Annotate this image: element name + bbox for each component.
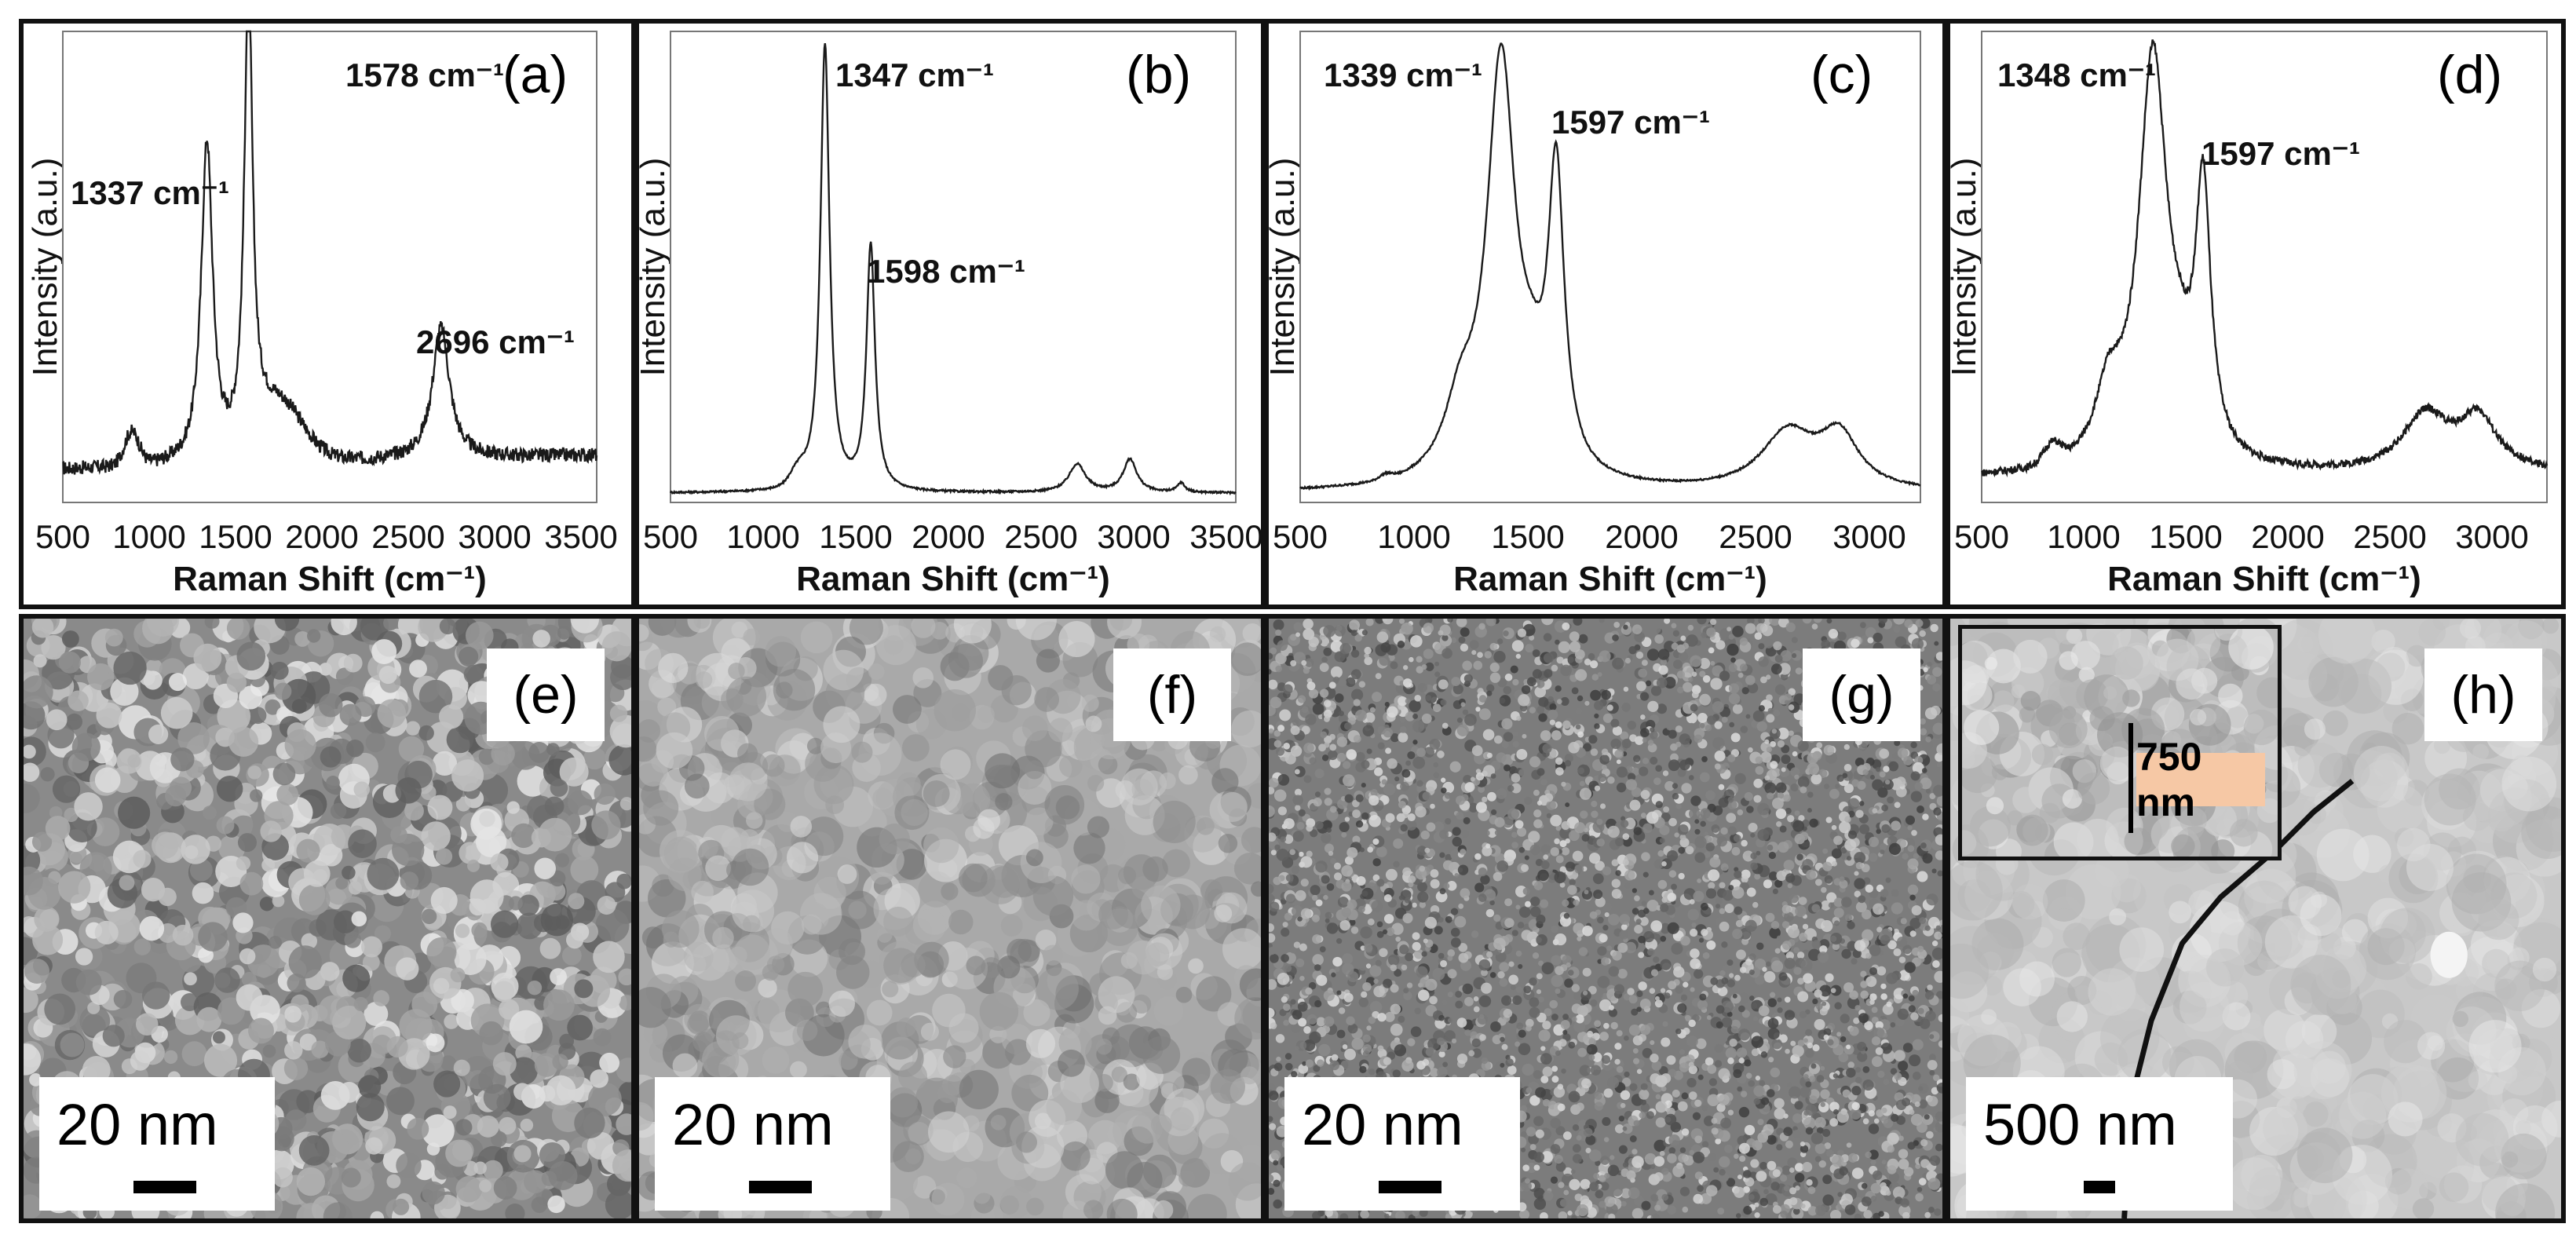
x-tick-label: 2500 [371,518,444,555]
peak-label: 1598 cm⁻¹ [867,253,1025,290]
sem-panel-g: (g) 20 nm [1264,614,1947,1223]
x-tick-label: 2500 [1004,518,1077,555]
peak-label: 1597 cm⁻¹ [1551,104,1710,141]
scale-bar-g: 20 nm [1284,1077,1520,1211]
sem-inset: 750 nm [1958,625,2282,860]
x-tick-label: 2000 [1605,518,1678,555]
scale-label-e: 20 nm [57,1092,218,1157]
inset-thickness-label: 750 nm [2136,735,2265,824]
inset-thickness-marker [2128,723,2133,833]
x-tick-label: 1500 [1491,518,1564,555]
panel-letter-a: (a) [502,45,568,104]
x-tick-label: 2000 [285,518,358,555]
scale-label-f: 20 nm [672,1092,834,1157]
spectrum-line [1981,39,2549,478]
panel-letter-g: (g) [1803,648,1920,741]
scale-bar-f: 20 nm [655,1077,890,1211]
x-tick-label: 2500 [2353,518,2426,555]
x-tick-label: 2000 [2251,518,2324,555]
x-axis-label: Raman Shift (cm⁻¹) [796,560,1110,598]
sem-panel-h: 750 nm (h) 500 nm [1946,614,2566,1223]
y-axis-label: Intensity (a.u.) [1950,158,1983,377]
panel-letter-d: (d) [2437,45,2503,104]
panel-letter-b: (b) [1126,45,1192,104]
plot-frame [62,31,597,503]
x-axis-label: Raman Shift (cm⁻¹) [1453,560,1767,598]
x-tick-label: 3500 [544,518,617,555]
raman-panel-d: Intensity (a.u.) 1348 cm⁻¹ 1597 cm⁻¹ 500 100… [1946,19,2566,609]
panel-letter-h: (h) [2424,648,2542,741]
plot-frame [1299,31,1921,503]
raman-chart-d: Intensity (a.u.) 1348 cm⁻¹ 1597 cm⁻¹ 500 100… [1950,31,2549,598]
raman-panel-c: Intensity (a.u.) 1339 cm⁻¹ 1597 cm⁻¹ 500 100… [1264,19,1947,609]
x-tick-label: 2000 [912,518,985,555]
sem-panel-f: (f) 20 nm [634,614,1266,1223]
spectrum-line [669,42,1237,496]
x-axis-label: Raman Shift (cm⁻¹) [2107,560,2421,598]
peak-label: 1597 cm⁻¹ [2201,135,2360,172]
spectrum-line [1299,42,1921,491]
x-tick-label: 1000 [726,518,799,555]
y-axis-label: Intensity (a.u.) [26,158,64,377]
x-tick-label: 500 [1273,518,1328,555]
peak-label: 1339 cm⁻¹ [1324,57,1482,93]
scale-bar-line-h [2084,1181,2115,1193]
peak-label: 1347 cm⁻¹ [835,57,994,93]
x-tick-label: 3000 [2455,518,2528,555]
x-tick-label: 3500 [1189,518,1261,555]
x-tick-label: 3000 [458,518,531,555]
raman-chart-b: Intensity (a.u.) 1347 cm⁻¹ 1598 cm⁻¹ 500 100… [639,31,1261,598]
x-axis-label: Raman Shift (cm⁻¹) [173,560,487,598]
peak-label: 1578 cm⁻¹ [345,57,504,93]
x-tick-label: 1000 [2047,518,2120,555]
raman-chart-c: Intensity (a.u.) 1339 cm⁻¹ 1597 cm⁻¹ 500 100… [1269,31,1921,598]
x-tick-label: 1500 [819,518,892,555]
x-tick-label: 2500 [1719,518,1792,555]
x-tick-label: 500 [1954,518,2009,555]
plot-frame [670,31,1237,503]
scale-bar-e: 20 nm [39,1077,275,1211]
scale-label-h: 500 nm [1983,1092,2177,1157]
panel-letter-e: (e) [487,648,605,741]
y-axis-label: Intensity (a.u.) [639,158,672,377]
panel-letter-f: (f) [1113,648,1231,741]
x-tick-label: 3000 [1097,518,1170,555]
x-tick-label: 1000 [1377,518,1450,555]
peak-label: 2696 cm⁻¹ [416,323,575,360]
x-tick-label: 500 [35,518,90,555]
scale-bar-h: 500 nm [1966,1077,2233,1211]
scale-bar-line-f [749,1181,812,1193]
y-axis-label: Intensity (a.u.) [1269,158,1302,377]
peak-label: 1348 cm⁻¹ [1997,57,2156,93]
scale-bar-line-e [133,1181,196,1193]
raman-panel-a: Intensity (a.u.) 1337 cm⁻¹ 1578 cm⁻¹ 2696 c… [19,19,636,609]
x-tick-label: 3000 [1832,518,1906,555]
x-tick-label: 1500 [2149,518,2222,555]
x-tick-label: 1500 [199,518,272,555]
sem-panel-e: (e) 20 nm [19,614,636,1223]
scale-label-g: 20 nm [1302,1092,1463,1157]
raman-panel-b: Intensity (a.u.) 1347 cm⁻¹ 1598 cm⁻¹ 500 100… [634,19,1266,609]
raman-chart-a: Intensity (a.u.) 1337 cm⁻¹ 1578 cm⁻¹ 2696 c… [26,30,618,598]
x-tick-label: 500 [643,518,698,555]
x-tick-label: 1000 [112,518,185,555]
spectrum-line [62,30,598,475]
peak-label: 1337 cm⁻¹ [71,174,229,211]
plot-frame [1981,31,2548,503]
panel-letter-c: (c) [1811,45,1873,104]
scale-bar-line-g [1379,1181,1441,1193]
